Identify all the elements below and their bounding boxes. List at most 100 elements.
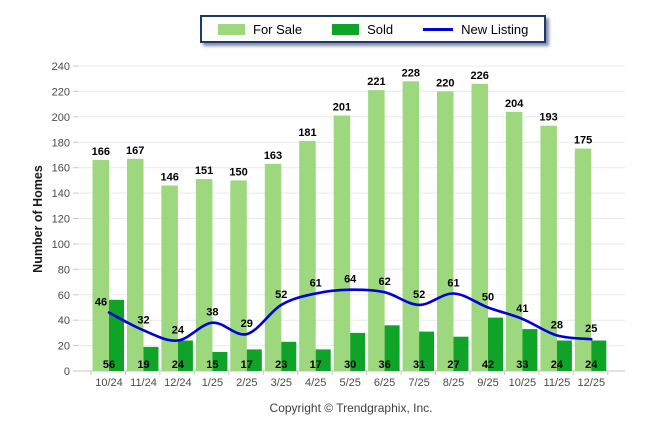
for-sale-value-label: 167 (126, 145, 144, 157)
for-sale-bar (574, 148, 592, 371)
for-sale-value-label: 150 (229, 166, 247, 178)
sold-value-label: 24 (551, 359, 564, 371)
legend-item-sold: Sold (332, 23, 393, 36)
y-axis-tick-label: 120 (52, 214, 70, 226)
sold-value-label: 15 (206, 359, 218, 371)
x-axis-category-label: 7/25 (408, 377, 429, 389)
sold-bar (591, 340, 607, 371)
new-listing-value-label: 61 (447, 278, 459, 290)
for-sale-bar (540, 125, 557, 371)
sold-bar (522, 329, 538, 371)
for-sale-bar (437, 91, 454, 372)
new-listing-value-label: 52 (413, 289, 425, 301)
sold-bar (315, 349, 331, 371)
sold-bar (143, 346, 159, 371)
for-sale-value-label: 193 (539, 112, 557, 124)
legend-label-for-sale: For Sale (253, 21, 303, 37)
legend-label-new-listing: New Listing (461, 21, 529, 37)
y-axis-tick-label: 220 (52, 86, 70, 98)
for-sale-value-label: 146 (161, 172, 179, 184)
sold-swatch-icon (332, 23, 360, 35)
y-axis-tick-label: 200 (52, 112, 70, 124)
sold-bar (384, 325, 400, 372)
sold-value-label: 17 (241, 359, 253, 371)
x-axis-category-label: 10/25 (509, 377, 537, 389)
legend-item-for-sale: For Sale (218, 23, 302, 36)
for-sale-value-label: 166 (92, 146, 110, 158)
x-axis-category-label: 5/25 (339, 377, 360, 389)
y-axis-tick-label: 80 (58, 264, 70, 276)
x-axis-category-label: 3/25 (271, 377, 292, 389)
for-sale-bar (471, 83, 488, 372)
y-axis-tick-label: 140 (52, 188, 70, 200)
for-sale-bar (368, 90, 385, 371)
for-sale-value-label: 226 (471, 70, 489, 82)
y-axis-tick-label: 0 (64, 366, 70, 378)
x-axis-category-label: 12/24 (164, 377, 192, 389)
x-axis-category-label: 8/25 (443, 377, 464, 389)
sold-value-label: 19 (137, 359, 149, 371)
sold-value-label: 27 (447, 359, 459, 371)
x-axis-category-label: 11/24 (130, 377, 157, 389)
for-sale-value-label: 220 (436, 77, 454, 89)
for-sale-bar (264, 163, 282, 371)
x-axis-category-label: 1/25 (202, 377, 223, 389)
new-listing-value-label: 61 (310, 278, 322, 290)
sold-bar (281, 341, 297, 371)
y-axis-tick-label: 160 (52, 163, 70, 175)
y-axis-tick-label: 40 (58, 315, 70, 327)
y-axis-tick-label: 180 (52, 137, 70, 149)
legend-label-sold: Sold (367, 21, 394, 37)
x-axis-category-label: 10/24 (95, 377, 123, 389)
sold-bar (453, 336, 469, 371)
for-sale-value-label: 201 (333, 102, 351, 114)
new-listing-value-label: 24 (172, 325, 185, 337)
new-listing-value-label: 41 (516, 303, 528, 315)
new-listing-value-label: 32 (137, 314, 149, 326)
for-sale-bar (195, 179, 213, 371)
sold-bar (246, 349, 262, 371)
sold-value-label: 31 (413, 359, 425, 371)
new-listing-line (107, 288, 593, 342)
chart-legend: For Sale Sold New Listing (200, 15, 547, 43)
new-listing-value-label: 50 (482, 292, 494, 304)
sold-value-label: 33 (516, 359, 528, 371)
for-sale-value-label: 221 (367, 76, 385, 88)
sold-bar (419, 331, 435, 371)
for-sale-bar (127, 158, 144, 371)
x-axis-category-label: 9/25 (477, 377, 498, 389)
for-sale-bar (92, 160, 109, 371)
for-sale-value-label: 228 (402, 67, 420, 79)
sold-bar (350, 332, 366, 371)
x-axis-category-label: 2/25 (236, 377, 257, 389)
for-sale-bar (333, 115, 351, 371)
legend-item-new-listing: New Listing (423, 23, 528, 36)
sold-value-label: 23 (275, 359, 287, 371)
y-axis-tick-label: 60 (58, 290, 70, 302)
x-axis-category-label: 6/25 (374, 377, 395, 389)
new-listing-value-label: 38 (206, 307, 218, 319)
for-sale-value-label: 204 (505, 98, 524, 110)
new-listing-value-label: 25 (585, 323, 597, 335)
x-axis-category-label: 12/25 (578, 377, 606, 389)
y-axis-tick-label: 100 (52, 239, 70, 251)
sold-bar (556, 340, 572, 371)
sold-bar (488, 317, 503, 371)
new-listing-value-label: 64 (344, 274, 357, 286)
new-listing-line-icon (423, 27, 454, 31)
x-axis-category-label: 4/25 (305, 377, 326, 389)
x-axis-category-label: 11/25 (544, 377, 571, 389)
sold-value-label: 30 (344, 359, 356, 371)
new-listing-value-label: 28 (551, 319, 563, 331)
sold-value-label: 36 (378, 359, 390, 371)
for-sale-value-label: 181 (298, 127, 316, 139)
new-listing-value-label: 46 (95, 297, 107, 309)
sold-value-label: 24 (172, 359, 185, 371)
for-sale-value-label: 175 (574, 135, 592, 147)
sold-bar (212, 351, 228, 371)
for-sale-value-label: 151 (195, 165, 213, 177)
sold-bar (177, 340, 193, 371)
sold-value-label: 56 (103, 359, 115, 371)
